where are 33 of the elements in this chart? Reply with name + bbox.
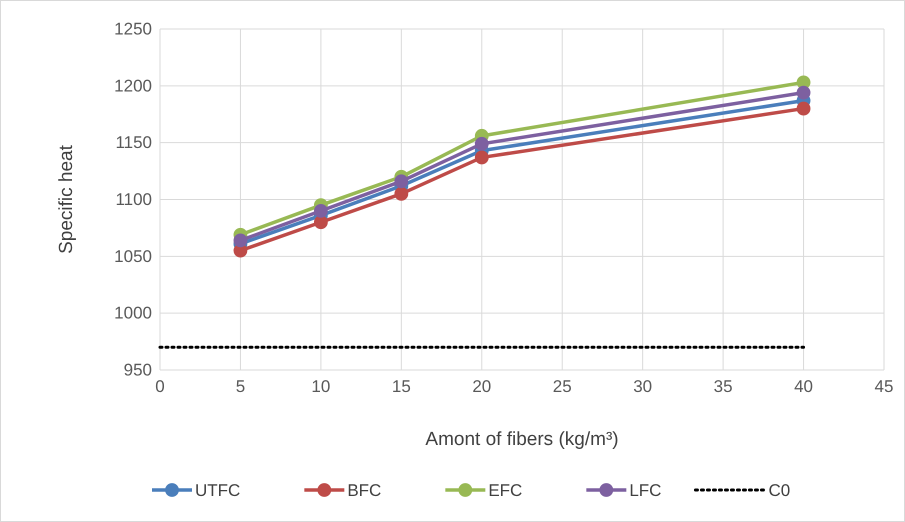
point <box>314 215 328 230</box>
point <box>394 186 408 201</box>
legend-label: LFC <box>629 481 662 500</box>
point <box>474 150 489 164</box>
x-tick-label: 10 <box>311 377 330 396</box>
x-tick-label: 5 <box>236 377 246 396</box>
x-tick-label: 15 <box>392 377 411 396</box>
y-axis-title: Specific heat <box>56 144 77 254</box>
legend-label: EFC <box>488 481 522 500</box>
x-tick-label: 20 <box>472 377 492 396</box>
point <box>796 86 810 100</box>
x-axis-title: Amont of fibers (kg/m³) <box>425 429 619 450</box>
y-tick-label: 1150 <box>115 133 152 152</box>
y-tick-label: 950 <box>124 360 152 380</box>
x-tick-label: 40 <box>794 377 814 396</box>
point <box>796 102 810 116</box>
point <box>314 204 328 218</box>
point <box>394 174 408 188</box>
x-tick-label: 35 <box>714 377 733 396</box>
y-tick-label: 1050 <box>114 246 152 266</box>
y-tick-label: 1000 <box>114 304 152 323</box>
legend-label: C0 <box>768 481 790 500</box>
point <box>234 234 248 248</box>
x-tick-label: 0 <box>155 377 165 396</box>
y-tick-label: 1200 <box>114 76 152 96</box>
x-tick-label: 30 <box>633 377 652 396</box>
x-tick-label: 45 <box>874 377 894 396</box>
legend-label: BFC <box>347 481 382 500</box>
y-tick-label: 1100 <box>115 190 152 209</box>
x-tick-label: 25 <box>552 377 572 396</box>
legend-label: UTFC <box>195 481 240 500</box>
point <box>474 136 489 151</box>
y-tick-label: 1250 <box>114 19 152 38</box>
